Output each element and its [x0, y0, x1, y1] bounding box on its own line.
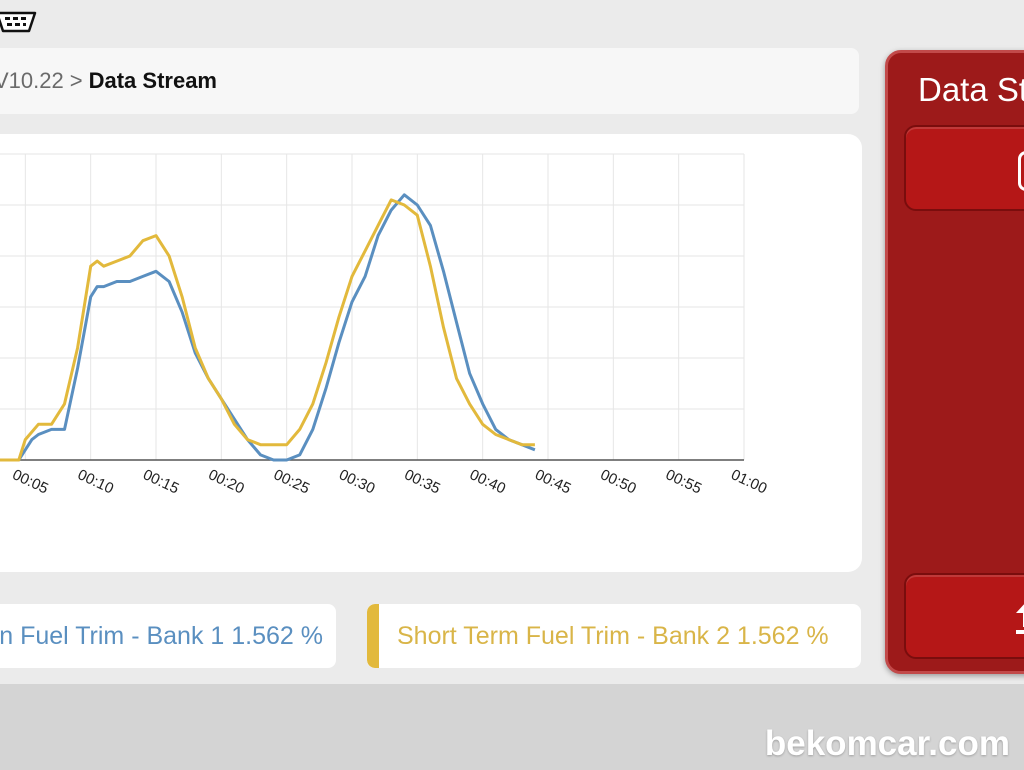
breadcrumb-separator: > [69, 68, 83, 93]
legend-bank-1[interactable]: n Fuel Trim - Bank 1 1.562 % [0, 604, 336, 668]
x-tick-label: 00:25 [271, 466, 312, 497]
chart-grid [0, 153, 745, 461]
x-tick-label: 00:50 [598, 466, 639, 497]
legend-bank-2-swatch [367, 604, 379, 668]
x-tick-label: 00:45 [532, 466, 573, 497]
legend-bank-2-label: Short Term Fuel Trim - Bank 2 1.562 % [397, 622, 829, 650]
breadcrumb: V10.22 > Data Stream [0, 48, 859, 114]
x-tick-label: 00:30 [336, 466, 377, 497]
top-bar [0, 0, 880, 46]
side-panel: Data St [885, 50, 1024, 674]
obd-connector-icon[interactable] [0, 10, 38, 34]
x-tick-label: 00:55 [663, 466, 704, 497]
breadcrumb-previous[interactable]: V10.22 [0, 68, 64, 93]
series-line-2 [0, 198, 535, 462]
series-line-1 [0, 193, 536, 462]
x-tick-label: 00:35 [402, 466, 443, 497]
chart-card: 00:05 00:10 00:15 00:20 00:25 00:30 00:35 00:40… [0, 134, 862, 572]
x-tick-label: 00:15 [140, 466, 181, 497]
breadcrumb-current: Data Stream [88, 68, 217, 93]
data-stream-chart: 00:05 00:10 00:15 00:20 00:25 00:30 00:35 00:40… [0, 153, 770, 497]
bottom-bar: bekomcar.com [0, 684, 1024, 770]
chart-series [0, 193, 536, 462]
x-tick-label: 00:20 [206, 466, 247, 497]
record-icon [1018, 151, 1024, 191]
watermark: bekomcar.com [764, 724, 1010, 763]
x-tick-label: 00:40 [467, 466, 508, 497]
chart-x-ticks: 00:05 00:10 00:15 00:20 00:25 00:30 00:35 00:40… [10, 466, 770, 497]
side-panel-top-button[interactable] [904, 125, 1024, 211]
legend-bank-2[interactable]: Short Term Fuel Trim - Bank 2 1.562 % [367, 604, 861, 668]
x-tick-label: 00:05 [10, 466, 51, 497]
side-panel-bottom-button[interactable] [904, 573, 1024, 659]
x-tick-label: 00:10 [75, 466, 116, 497]
side-panel-title: Data St [918, 71, 1024, 108]
legend-bank-1-label: n Fuel Trim - Bank 1 1.562 % [0, 622, 323, 650]
x-tick-label: 01:00 [728, 466, 769, 497]
upload-icon [1016, 604, 1024, 634]
